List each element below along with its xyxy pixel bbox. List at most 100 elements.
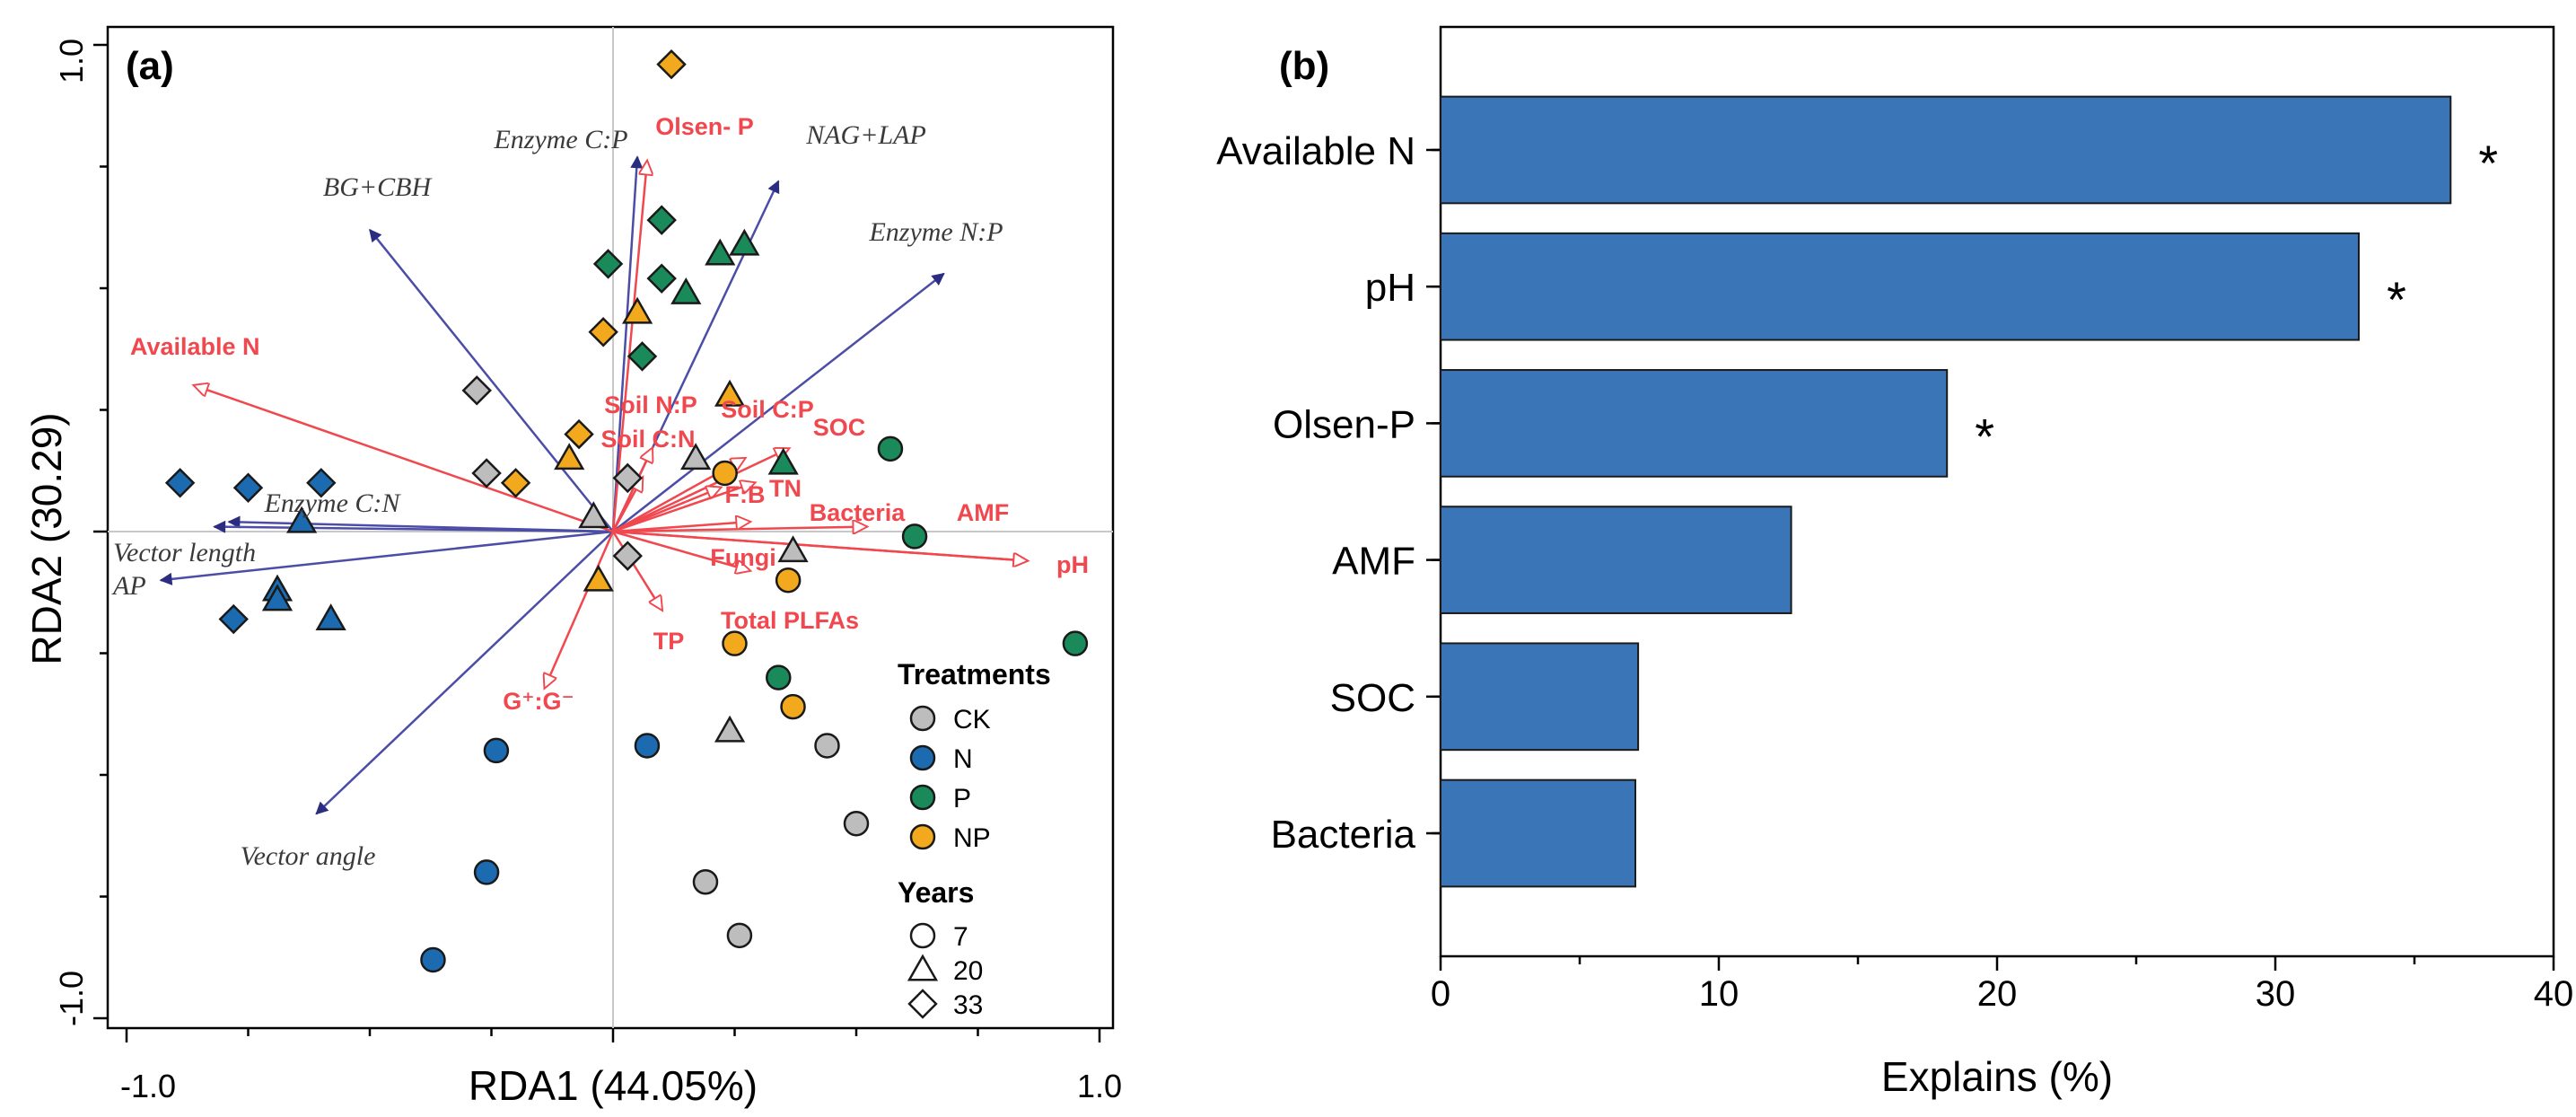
- explanatory-arrow-label-ph: pH: [1056, 551, 1089, 578]
- panel-a-xlabel: RDA1 (44.05%): [469, 1062, 758, 1109]
- point-p-year-7: [877, 435, 904, 462]
- response-arrow-label-nag-lap: NAG+LAP: [805, 120, 926, 150]
- significance-mark-olsen-p: *: [1975, 408, 1994, 464]
- point-n-year-33: [306, 468, 337, 498]
- explanatory-arrow-label-olsen-p: Olsen- P: [655, 113, 754, 140]
- point-ck-year-33: [461, 375, 492, 406]
- explanatory-arrow-label-fungi: Fungi: [710, 544, 775, 571]
- point-n-year-20: [261, 584, 294, 611]
- response-arrow-enzyme-c-p: [611, 155, 644, 532]
- explanatory-arrows: [195, 162, 1027, 687]
- point-n-year-7: [420, 946, 446, 973]
- explanatory-arrow-label-bacteria: Bacteria: [810, 499, 907, 526]
- point-n-year-33: [232, 472, 264, 503]
- panel-b-xlabel: Explains (%): [1881, 1053, 2113, 1100]
- point-np-year-7: [780, 693, 806, 720]
- legend-treatment-p-label: P: [953, 784, 971, 814]
- panel-b-ticks: 0 10 20 30 40: [1426, 148, 2574, 1014]
- point-p-year-33: [626, 341, 658, 372]
- point-np-year-33: [588, 317, 618, 347]
- significance-mark-available-n: *: [2478, 135, 2498, 191]
- x-tick-label-min: -1.0: [120, 1068, 176, 1104]
- explanatory-arrow-label-tn: TN: [769, 475, 802, 502]
- point-np-year-20: [583, 564, 614, 592]
- response-arrow-enzyme-n-p: [612, 272, 945, 532]
- point-p-year-33: [646, 205, 677, 235]
- bar-label-bacteria: Bacteria: [1271, 813, 1416, 857]
- explanatory-arrow-soc: [612, 449, 788, 533]
- point-p-year-20: [670, 277, 702, 304]
- point-n-year-20: [286, 506, 318, 533]
- response-arrow-vector-length: [213, 520, 614, 533]
- explanatory-arrow-label-soil-c-n: Soil C:N: [601, 426, 696, 453]
- response-arrow-label-ap: AP: [111, 571, 146, 601]
- point-n-year-33: [164, 468, 196, 498]
- point-p-year-7: [1062, 630, 1089, 656]
- sample-points: [164, 48, 1089, 973]
- legend-treatments: CK NP NP: [909, 705, 991, 853]
- y-tick-label-min: -1.0: [53, 971, 90, 1026]
- explanatory-arrow-label-soil-n-p: Soil N:P: [604, 391, 697, 418]
- explanatory-arrow-ph: [612, 530, 1027, 561]
- explanatory-arrow-tp: [611, 531, 662, 610]
- panel-a-ticks: [93, 43, 1101, 1042]
- response-arrow-label-enzyme-c-n: Enzyme C:N: [264, 488, 402, 518]
- x-tick-label-max: 1.0: [1077, 1068, 1122, 1104]
- response-arrow-label-enzyme-c-p: Enzyme C:P: [493, 125, 627, 154]
- point-np-year-33: [500, 468, 531, 498]
- x-tick-label-40: 40: [2534, 974, 2574, 1014]
- point-np-year-7: [775, 567, 802, 594]
- point-np-year-7: [712, 460, 738, 487]
- legend-years: 7 20 33: [907, 922, 983, 1020]
- legend-year-7-swatch: [909, 922, 936, 949]
- explanatory-arrow-total-plfas: [612, 530, 749, 570]
- point-p-year-7: [901, 523, 928, 550]
- explanatory-arrow-label-soil-c-p: Soil C:P: [721, 396, 814, 423]
- point-p-year-20: [767, 447, 799, 475]
- explanatory-arrow-label-g-g: G⁺:G⁻: [503, 688, 574, 715]
- explanatory-arrow-label-total-plfas: Total PLFAs: [721, 607, 859, 634]
- explanatory-arrow-label-soc: SOC: [813, 414, 866, 441]
- panel-a-label: (a): [126, 44, 174, 88]
- bar-olsen-p: [1440, 369, 1949, 478]
- point-np-year-20: [554, 443, 585, 471]
- legend-treatment-np-label: NP: [953, 823, 991, 853]
- point-ck-year-20: [680, 443, 712, 471]
- point-np-year-33: [656, 48, 687, 80]
- point-n-year-33: [218, 603, 249, 635]
- legend-year-20-label: 20: [953, 956, 983, 986]
- legend-year-20-swatch: [907, 954, 939, 981]
- legend-treatment-n-swatch: [909, 744, 936, 771]
- point-ck-year-33: [612, 462, 643, 494]
- x-tick-label-20: 20: [1977, 974, 2018, 1014]
- bar-amf: [1440, 506, 1792, 614]
- y-tick-label-max: 1.0: [53, 39, 90, 84]
- bar-label-olsen-p: Olsen-P: [1273, 402, 1415, 446]
- explanatory-arrow-label-f-b: F:B: [725, 481, 766, 508]
- legend-years-title: Years: [898, 876, 974, 909]
- legend-treatment-n-label: N: [953, 744, 973, 774]
- legend-treatments-title: Treatments: [898, 658, 1051, 690]
- legend-year-7-label: 7: [953, 922, 968, 952]
- panel-b-bar-chart: (b) 0 10 20 30 40 Available N * pH * Olsen-P * AMF…: [1216, 25, 2574, 1100]
- point-p-year-33: [592, 249, 624, 279]
- panel-b-label: (b): [1279, 44, 1329, 88]
- point-np-year-20: [714, 379, 746, 407]
- response-arrow-ap: [159, 530, 614, 585]
- response-arrow-bg-cbh: [369, 228, 614, 532]
- panel-a-ylabel: RDA2 (30.29): [23, 412, 70, 664]
- bar-label-soc: SOC: [1330, 676, 1415, 720]
- point-ck-year-7: [692, 868, 719, 895]
- explanatory-arrow-olsen-p: [611, 162, 647, 532]
- point-ck-year-20: [777, 535, 809, 563]
- point-ck-year-33: [471, 458, 502, 488]
- response-arrow-label-bg-cbh: BG+CBH: [323, 172, 434, 202]
- bar-available-n: [1440, 95, 2452, 205]
- panel-a-rda-biplot: BG+CBH Enzyme C:P NAG+LAP Enzyme N:P Enzyme …: [23, 25, 1122, 1109]
- bar-labels: Available N * pH * Olsen-P * AMF SOC Bacteria: [1216, 129, 2498, 857]
- point-np-year-20: [621, 296, 653, 324]
- point-p-year-20: [729, 228, 760, 256]
- legend-treatment-ck-swatch: [909, 705, 936, 732]
- bar-label-ph: pH: [1365, 266, 1415, 310]
